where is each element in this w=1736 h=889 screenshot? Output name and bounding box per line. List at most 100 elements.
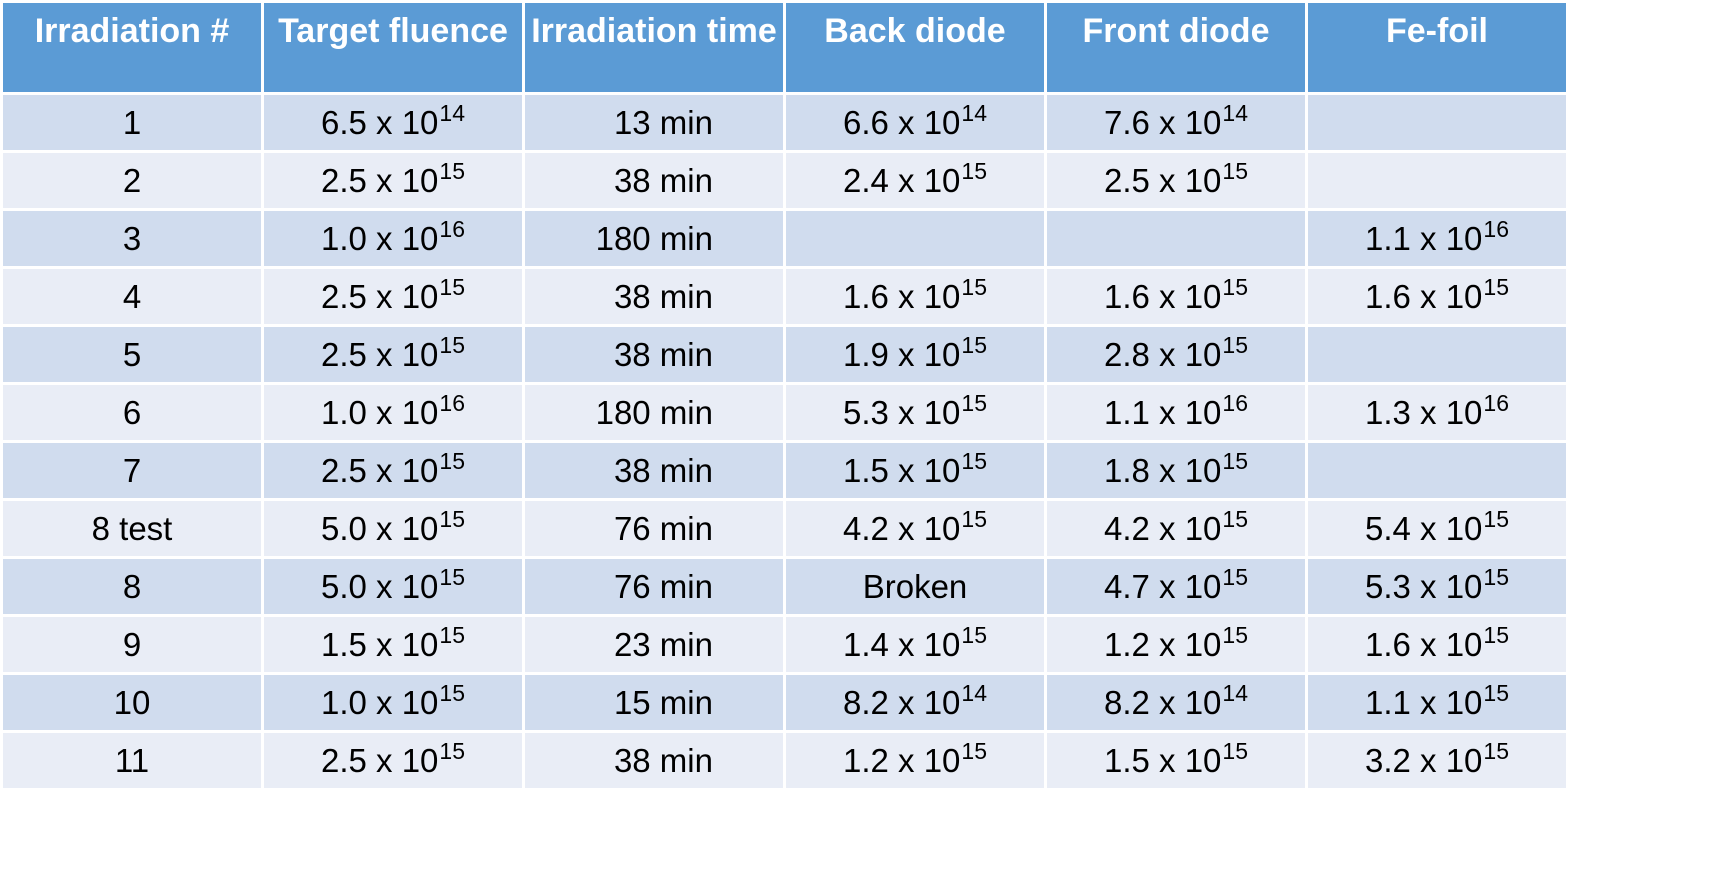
mantissa: 1.0 x 10 <box>320 393 439 431</box>
irradiation-time-cell: 76 min <box>525 559 783 614</box>
front-diode-cell: 1.2 x 1015 <box>1047 617 1305 672</box>
irradiation-number-cell: 10 <box>3 675 261 730</box>
mantissa: 1.6 x 10 <box>1364 277 1483 315</box>
exponent: 15 <box>1483 273 1509 300</box>
mantissa: 1.6 x 10 <box>1103 277 1222 315</box>
mantissa: 1.2 x 10 <box>842 741 961 779</box>
mantissa: 5.4 x 10 <box>1364 509 1483 547</box>
fluence-value: 2.5 x 1015 <box>321 448 465 489</box>
exponent: 15 <box>439 505 465 532</box>
table-row: 11 2.5 x 1015 38 min 1.2 x 1015 1.5 x 1015 3.… <box>3 733 1566 788</box>
exponent: 15 <box>439 621 465 648</box>
irradiation-time-cell: 38 min <box>525 269 783 324</box>
mantissa: 2.4 x 10 <box>842 161 961 199</box>
fluence-value: 2.5 x 1015 <box>321 274 465 315</box>
fluence-value: 7.6 x 1014 <box>1104 100 1248 141</box>
mantissa: 1.1 x 10 <box>1103 393 1222 431</box>
mantissa: 1.2 x 10 <box>1103 625 1222 663</box>
mantissa: 5.3 x 10 <box>842 393 961 431</box>
irradiation-number-cell: 1 <box>3 95 261 150</box>
mantissa: 4.7 x 10 <box>1103 567 1222 605</box>
exponent: 16 <box>439 389 465 416</box>
mantissa: 6.6 x 10 <box>842 103 961 141</box>
header-irradiation-time: Irradiation time <box>525 3 783 92</box>
mantissa: 1.4 x 10 <box>842 625 961 663</box>
mantissa: 1.0 x 10 <box>320 219 439 257</box>
back-diode-cell: 8.2 x 1014 <box>786 675 1044 730</box>
back-diode-cell: 6.6 x 1014 <box>786 95 1044 150</box>
table-row: 3 1.0 x 1016 180 min 1.1 x 1016 <box>3 211 1566 266</box>
mantissa: 6.5 x 10 <box>320 103 439 141</box>
exponent: 15 <box>1222 563 1248 590</box>
back-diode-cell: Broken <box>786 559 1044 614</box>
target-fluence-cell: 6.5 x 1014 <box>264 95 522 150</box>
exponent: 15 <box>439 563 465 590</box>
back-diode-cell: 1.6 x 1015 <box>786 269 1044 324</box>
fluence-value: 1.6 x 1015 <box>1103 274 1248 315</box>
exponent: 15 <box>439 737 465 764</box>
irradiation-number-cell: 11 <box>3 733 261 788</box>
exponent: 15 <box>439 157 465 184</box>
fluence-value: 2.5 x 1015 <box>321 738 465 779</box>
exponent: 15 <box>439 679 465 706</box>
exponent: 15 <box>961 737 987 764</box>
exponent: 14 <box>439 99 465 126</box>
irradiation-number-cell: 7 <box>3 443 261 498</box>
header-irradiation-number: Irradiation # <box>3 3 261 92</box>
target-fluence-cell: 2.5 x 1015 <box>264 327 522 382</box>
exponent: 14 <box>1222 679 1248 706</box>
fluence-value: 1.1 x 1016 <box>1103 390 1248 431</box>
exponent: 15 <box>961 447 987 474</box>
irradiation-number-cell: 8 test <box>3 501 261 556</box>
exponent: 15 <box>439 273 465 300</box>
irradiation-number-cell: 6 <box>3 385 261 440</box>
exponent: 15 <box>1483 621 1509 648</box>
header-back-diode: Back diode <box>786 3 1044 92</box>
fluence-value: 5.3 x 1015 <box>1364 564 1509 605</box>
back-diode-cell <box>786 211 1044 266</box>
table-row: 2 2.5 x 1015 38 min 2.4 x 1015 2.5 x 1015 <box>3 153 1566 208</box>
fluence-value: 5.0 x 1015 <box>321 506 465 547</box>
table-row: 7 2.5 x 1015 38 min 1.5 x 1015 1.8 x 1015 <box>3 443 1566 498</box>
mantissa: 1.9 x 10 <box>842 335 961 373</box>
exponent: 15 <box>961 621 987 648</box>
mantissa: 8.2 x 10 <box>1103 683 1222 721</box>
fe-foil-cell: 5.4 x 1015 <box>1308 501 1566 556</box>
fluence-value: 8.2 x 1014 <box>842 680 987 721</box>
mantissa: 2.8 x 10 <box>1103 335 1222 373</box>
irradiation-time-cell: 76 min <box>525 501 783 556</box>
table-row: 5 2.5 x 1015 38 min 1.9 x 1015 2.8 x 1015 <box>3 327 1566 382</box>
back-diode-cell: 5.3 x 1015 <box>786 385 1044 440</box>
table-row: 1 6.5 x 1014 13 min 6.6 x 1014 7.6 x 1014 <box>3 95 1566 150</box>
mantissa: 2.5 x 10 <box>1103 161 1222 199</box>
table-row: 9 1.5 x 1015 23 min 1.4 x 1015 1.2 x 1015 1.6… <box>3 617 1566 672</box>
mantissa: 3.2 x 10 <box>1364 741 1483 779</box>
exponent: 15 <box>961 273 987 300</box>
fluence-value: 2.5 x 1015 <box>1103 158 1248 199</box>
table-row: 10 1.0 x 1015 15 min 8.2 x 1014 8.2 x 1014 1.… <box>3 675 1566 730</box>
fluence-value: 1.9 x 1015 <box>842 332 987 373</box>
table-body: 1 6.5 x 1014 13 min 6.6 x 1014 7.6 x 1014 2 2.… <box>3 95 1566 788</box>
mantissa: 1.5 x 10 <box>842 451 961 489</box>
mantissa: 5.3 x 10 <box>1364 567 1483 605</box>
mantissa: 1.5 x 10 <box>320 625 439 663</box>
fe-foil-cell: 1.6 x 1015 <box>1308 617 1566 672</box>
irradiation-number-cell: 3 <box>3 211 261 266</box>
back-diode-cell: 1.2 x 1015 <box>786 733 1044 788</box>
irradiation-time-cell: 38 min <box>525 327 783 382</box>
target-fluence-cell: 5.0 x 1015 <box>264 559 522 614</box>
exponent: 15 <box>1483 563 1509 590</box>
fe-foil-cell: 3.2 x 1015 <box>1308 733 1566 788</box>
fe-foil-cell <box>1308 443 1566 498</box>
exponent: 15 <box>961 157 987 184</box>
target-fluence-cell: 1.0 x 1016 <box>264 211 522 266</box>
fluence-value: 2.5 x 1015 <box>321 332 465 373</box>
fluence-value: 1.5 x 1015 <box>1104 738 1248 779</box>
mantissa: 8.2 x 10 <box>842 683 961 721</box>
fluence-value: 8.2 x 1014 <box>1103 680 1248 721</box>
irradiation-time-cell: 180 min <box>525 211 783 266</box>
fe-foil-cell: 5.3 x 1015 <box>1308 559 1566 614</box>
fluence-value: 1.5 x 1015 <box>842 448 987 489</box>
target-fluence-cell: 1.0 x 1016 <box>264 385 522 440</box>
fluence-value: 4.2 x 1015 <box>843 506 987 547</box>
